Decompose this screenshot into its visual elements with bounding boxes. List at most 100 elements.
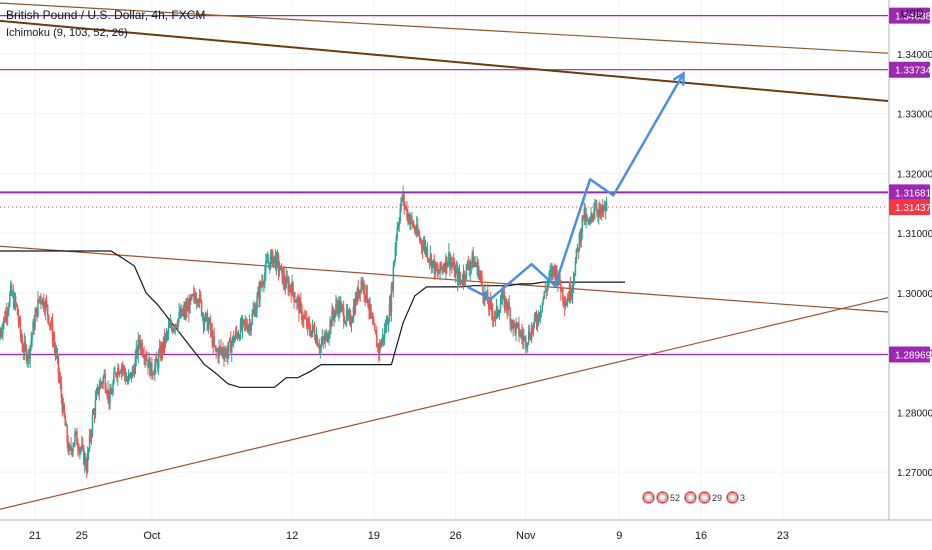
- price-axis-bg: [889, 0, 932, 550]
- candle-body: [526, 342, 529, 346]
- trend-line: [0, 245, 889, 313]
- indicator-legend[interactable]: Ichimoku (9, 103, 52, 26): [6, 27, 128, 39]
- candle-body: [257, 290, 259, 297]
- candle-body: [531, 327, 534, 331]
- candle-body: [202, 314, 205, 326]
- candle-body: [410, 216, 412, 221]
- candle-body: [554, 268, 556, 279]
- candle-body: [411, 216, 413, 221]
- candle-body: [316, 336, 319, 346]
- candle-body: [191, 294, 193, 299]
- candle-body: [509, 309, 511, 324]
- currency-label[interactable]: USD: [900, 8, 924, 20]
- y-tick-label: 1.31000: [897, 229, 932, 240]
- candle-body: [514, 324, 516, 334]
- candle-body: [283, 274, 286, 284]
- candle-body: [198, 294, 201, 304]
- candle-body: [48, 323, 51, 325]
- candle-body: [563, 299, 565, 303]
- candle-body: [495, 306, 498, 313]
- candle-body: [258, 290, 260, 300]
- candle-body: [433, 259, 436, 274]
- candle-body: [287, 280, 289, 292]
- candle-body: [339, 301, 341, 313]
- candle-body: [463, 272, 466, 279]
- price-axis[interactable]: 1.270001.280001.290001.300001.310001.320…: [888, 0, 932, 550]
- candle-body: [365, 285, 367, 298]
- candle-body: [323, 339, 325, 342]
- candle-body: [179, 312, 181, 317]
- candle-body: [604, 204, 607, 211]
- candle-body: [122, 367, 125, 369]
- time-axis[interactable]: 21 25 Oct 12 19 26 Nov 9 16 23: [0, 519, 932, 542]
- candle-body: [480, 275, 482, 277]
- candle-body: [305, 318, 308, 327]
- candle-body: [338, 301, 340, 313]
- candle-body: [553, 266, 555, 269]
- candle-body: [5, 311, 7, 322]
- candle-body: [267, 262, 270, 264]
- candle-body: [317, 345, 320, 347]
- candle-body: [583, 208, 585, 219]
- candle-body: [328, 333, 330, 339]
- candle-body: [455, 268, 458, 271]
- candle-body: [218, 347, 220, 358]
- candle-body: [337, 307, 339, 313]
- candle-body: [124, 374, 127, 381]
- candle-body: [107, 389, 109, 396]
- candle-body: [451, 262, 453, 265]
- candle-body: [397, 225, 399, 229]
- event-group[interactable]: 3: [726, 491, 745, 504]
- economic-events[interactable]: 52 29 3: [642, 491, 745, 504]
- candle-body: [23, 341, 26, 353]
- candle-body: [465, 264, 468, 279]
- candle-body: [17, 315, 20, 323]
- candle-body: [493, 317, 496, 319]
- candle-body: [391, 285, 394, 290]
- candle-body: [132, 368, 135, 371]
- candle-body: [172, 328, 175, 332]
- candle-body: [349, 315, 352, 325]
- y-tick-label: 1.30000: [897, 289, 932, 300]
- candle-body: [382, 334, 385, 339]
- candle-body: [353, 306, 356, 314]
- event-group[interactable]: 52: [642, 491, 680, 504]
- candle-body: [295, 301, 297, 303]
- candle-body: [394, 247, 397, 261]
- candle-body: [540, 310, 543, 314]
- horizontal-levels[interactable]: [0, 15, 888, 356]
- candle-body: [360, 280, 362, 293]
- candle-body: [570, 294, 573, 297]
- trend-lines[interactable]: [0, 2, 889, 510]
- candle-body: [470, 261, 473, 266]
- candle-body: [67, 442, 69, 452]
- candle-body: [206, 313, 209, 330]
- candle-body: [96, 386, 99, 393]
- projection-path[interactable]: [466, 71, 685, 301]
- candle-body: [458, 271, 461, 279]
- candle-body: [333, 315, 335, 318]
- candle-body: [477, 262, 479, 277]
- event-group[interactable]: 29: [684, 491, 722, 504]
- candle-body: [210, 330, 213, 332]
- candle-body: [476, 262, 478, 267]
- candle-body: [598, 210, 600, 216]
- candle-body: [413, 226, 415, 228]
- candle-body: [193, 293, 195, 296]
- candle-body: [501, 292, 504, 299]
- x-tick-label: 16: [695, 530, 707, 542]
- candle-body: [147, 360, 149, 368]
- candle-body: [93, 411, 96, 415]
- candle-body: [0, 331, 2, 334]
- candles: [0, 185, 608, 478]
- candle-body: [298, 299, 300, 314]
- price-label-bg: [889, 184, 930, 201]
- candle-body: [10, 284, 13, 295]
- candle-body: [429, 254, 432, 261]
- candle-body: [497, 313, 500, 315]
- candle-body: [65, 425, 67, 427]
- candle-body: [199, 294, 202, 301]
- candle-body: [229, 338, 231, 342]
- candle-body: [542, 298, 545, 303]
